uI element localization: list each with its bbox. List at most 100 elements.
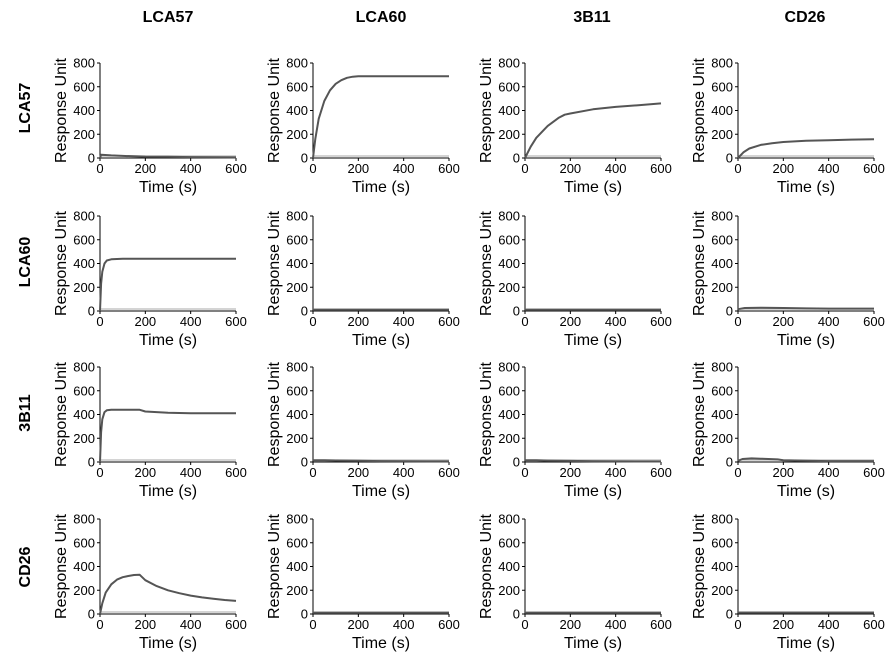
response-curve — [99, 153, 237, 159]
x-tick-label: 0 — [309, 314, 316, 329]
x-axis-title: Time (s) — [564, 635, 622, 652]
y-tick-label: 200 — [286, 431, 308, 446]
panel: 0 200 400 600 800 0 200 400 600 Time (s) Response … — [478, 56, 672, 197]
y-tick-label: 200 — [498, 583, 520, 598]
y-tick-label: 0 — [726, 151, 733, 166]
y-tick-label: 0 — [301, 151, 308, 166]
y-tick-label: 400 — [498, 103, 520, 118]
y-tick-label: 600 — [498, 535, 520, 550]
panel-grid: 0 200 400 600 800 0 200 400 600 Time (s) Response … — [53, 56, 885, 653]
x-tick-label: 0 — [521, 161, 528, 176]
y-tick-label: 800 — [498, 360, 520, 375]
x-tick-label: 600 — [650, 617, 672, 632]
response-curve — [737, 138, 875, 159]
panel: 0 200 400 600 800 0 200 400 600 Time (s) Response … — [266, 512, 460, 653]
y-tick-label: 0 — [513, 151, 520, 166]
y-axis-title: Response Unit — [266, 361, 283, 467]
x-tick-label: 600 — [863, 161, 885, 176]
y-tick-label: 800 — [498, 209, 520, 224]
y-tick-label: 200 — [711, 127, 733, 142]
y-tick-label: 800 — [286, 56, 308, 71]
x-tick-label: 200 — [347, 314, 369, 329]
x-tick-label: 600 — [863, 314, 885, 329]
y-tick-label: 0 — [513, 455, 520, 470]
y-tick-label: 200 — [73, 431, 95, 446]
y-tick-label: 400 — [73, 407, 95, 422]
y-axis-title: Response Unit — [691, 361, 708, 467]
y-tick-label: 600 — [711, 79, 733, 94]
x-tick-label: 200 — [347, 161, 369, 176]
panel: 0 200 400 600 800 0 200 400 600 Time (s) Response … — [266, 209, 460, 350]
y-axis-title: Response Unit — [266, 57, 283, 163]
y-tick-label: 200 — [286, 127, 308, 142]
y-tick-label: 200 — [286, 280, 308, 295]
panel: 0 200 400 600 800 0 200 400 600 Time (s) Response … — [478, 360, 672, 501]
x-tick-label: 0 — [309, 617, 316, 632]
panel: 0 200 400 600 800 0 200 400 600 Time (s) Response … — [53, 209, 247, 350]
y-tick-label: 600 — [711, 535, 733, 550]
y-tick-label: 200 — [711, 280, 733, 295]
x-tick-label: 0 — [309, 161, 316, 176]
response-curve — [99, 257, 236, 312]
y-tick-label: 400 — [711, 256, 733, 271]
y-tick-label: 600 — [498, 79, 520, 94]
y-tick-label: 0 — [726, 304, 733, 319]
panel: 0 200 400 600 800 0 200 400 600 Time (s) Response … — [478, 512, 672, 653]
x-axis-title: Time (s) — [139, 483, 197, 500]
y-tick-label: 400 — [73, 256, 95, 271]
y-tick-label: 0 — [88, 455, 95, 470]
response-curve — [99, 573, 237, 615]
x-tick-label: 600 — [438, 314, 460, 329]
y-tick-label: 0 — [88, 607, 95, 622]
y-tick-label: 400 — [498, 256, 520, 271]
x-tick-label: 600 — [863, 465, 885, 480]
x-tick-label: 600 — [438, 465, 460, 480]
x-tick-label: 400 — [818, 617, 840, 632]
y-tick-label: 200 — [498, 431, 520, 446]
x-axis-title: Time (s) — [777, 483, 835, 500]
column-header-lca60: LCA60 — [356, 9, 407, 26]
x-tick-label: 200 — [559, 314, 581, 329]
column-header-3b11: 3B11 — [573, 9, 610, 26]
y-axis-title: Response Unit — [53, 513, 70, 619]
y-tick-label: 400 — [498, 559, 520, 574]
y-tick-label: 800 — [73, 512, 95, 527]
response-curve — [737, 306, 874, 311]
y-tick-label: 800 — [711, 209, 733, 224]
x-tick-label: 600 — [650, 314, 672, 329]
x-tick-label: 400 — [818, 161, 840, 176]
y-axis-title: Response Unit — [266, 210, 283, 316]
y-tick-label: 400 — [73, 559, 95, 574]
x-tick-label: 600 — [863, 617, 885, 632]
x-tick-label: 200 — [347, 617, 369, 632]
response-curve — [99, 408, 236, 463]
y-tick-label: 600 — [711, 232, 733, 247]
y-tick-label: 600 — [73, 535, 95, 550]
x-tick-label: 0 — [521, 314, 528, 329]
y-tick-label: 800 — [73, 56, 95, 71]
y-axis-title: Response Unit — [266, 513, 283, 619]
x-tick-label: 400 — [605, 617, 627, 632]
x-tick-label: 0 — [521, 465, 528, 480]
x-axis-title: Time (s) — [564, 483, 622, 500]
y-tick-label: 600 — [73, 232, 95, 247]
panel: 0 200 400 600 800 0 200 400 600 Time (s) Response … — [266, 56, 460, 197]
x-axis-title: Time (s) — [352, 332, 410, 349]
panel: 0 200 400 600 800 0 200 400 600 Time (s) Response … — [691, 360, 885, 501]
x-tick-label: 200 — [134, 465, 156, 480]
x-tick-label: 600 — [225, 465, 247, 480]
y-tick-label: 0 — [301, 607, 308, 622]
x-tick-label: 200 — [134, 161, 156, 176]
y-tick-label: 0 — [88, 151, 95, 166]
y-tick-label: 0 — [513, 304, 520, 319]
row-header-3b11: 3B11 — [17, 394, 34, 431]
y-tick-label: 600 — [498, 232, 520, 247]
panel: 0 200 400 600 800 0 200 400 600 Time (s) Response … — [266, 360, 460, 501]
x-axis-title: Time (s) — [139, 179, 197, 196]
y-tick-label: 200 — [711, 431, 733, 446]
y-axis-title: Response Unit — [691, 210, 708, 316]
y-axis-title: Response Unit — [691, 513, 708, 619]
x-tick-label: 0 — [96, 465, 103, 480]
y-tick-label: 800 — [498, 56, 520, 71]
column-headers: LCA57 LCA60 3B11 CD26 — [143, 9, 826, 26]
